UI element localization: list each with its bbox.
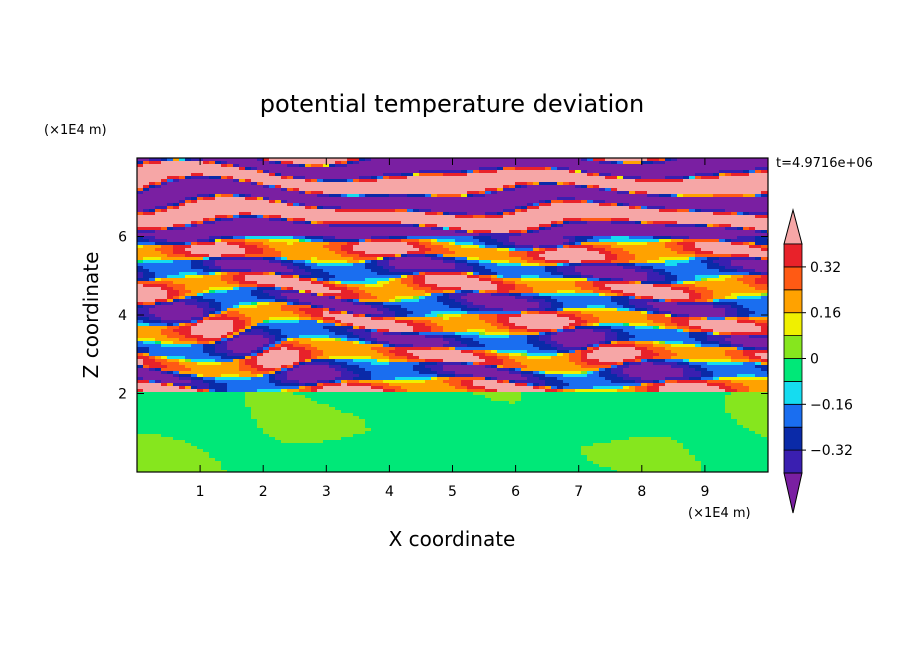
x-tick-label: 4 <box>385 484 394 500</box>
colorbar-bin <box>783 243 803 268</box>
colorbar-bin <box>783 289 803 314</box>
x-tick-label: 7 <box>574 484 583 500</box>
colorbar-bin <box>783 426 803 451</box>
x-tick-label: 3 <box>322 484 331 500</box>
colorbar-bin <box>783 403 803 428</box>
x-axis-ticks: 1 2 3 4 5 6 7 8 9 <box>196 158 709 500</box>
x-tick-label: 6 <box>511 484 520 500</box>
colorbar-bin <box>783 335 803 359</box>
colorbar-tick-label: 0.32 <box>810 260 841 276</box>
colorbar-bin <box>783 312 803 337</box>
colorbar-tick-label: 0.16 <box>810 306 841 322</box>
y-tick-label: 4 <box>118 308 127 324</box>
x-tick-label: 9 <box>700 484 709 500</box>
colorbar-bin <box>783 380 803 405</box>
colorbar-bin <box>783 449 803 474</box>
colorbar-bin <box>783 358 803 382</box>
colorbar-tick-label: 0 <box>810 352 819 368</box>
y-tick-label: 6 <box>118 230 127 246</box>
colorbar-bin <box>783 266 803 291</box>
y-axis-ticks: 2 4 6 <box>118 230 768 403</box>
x-tick-label: 5 <box>448 484 457 500</box>
x-tick-label: 1 <box>196 484 205 500</box>
colorbar-tick-label: −0.16 <box>810 397 853 413</box>
x-unit-label: (×1E4 m) <box>688 506 751 521</box>
time-label: t=4.9716e+06 <box>776 156 873 171</box>
colorbar-extend-bottom <box>783 472 803 514</box>
x-axis-label: X coordinate <box>389 527 516 551</box>
y-axis-label: Z coordinate <box>79 252 103 379</box>
x-tick-label: 8 <box>637 484 646 500</box>
heatmap-field <box>137 158 768 472</box>
y-tick-label: 2 <box>118 387 127 403</box>
x-tick-label: 2 <box>259 484 268 500</box>
colorbar: 0.32 0.16 0 −0.16 −0.32 <box>783 208 853 514</box>
y-unit-label: (×1E4 m) <box>44 123 107 138</box>
colorbar-tick-label: −0.32 <box>810 443 853 459</box>
chart-title: potential temperature deviation <box>260 90 644 118</box>
colorbar-extend-top <box>783 208 803 245</box>
